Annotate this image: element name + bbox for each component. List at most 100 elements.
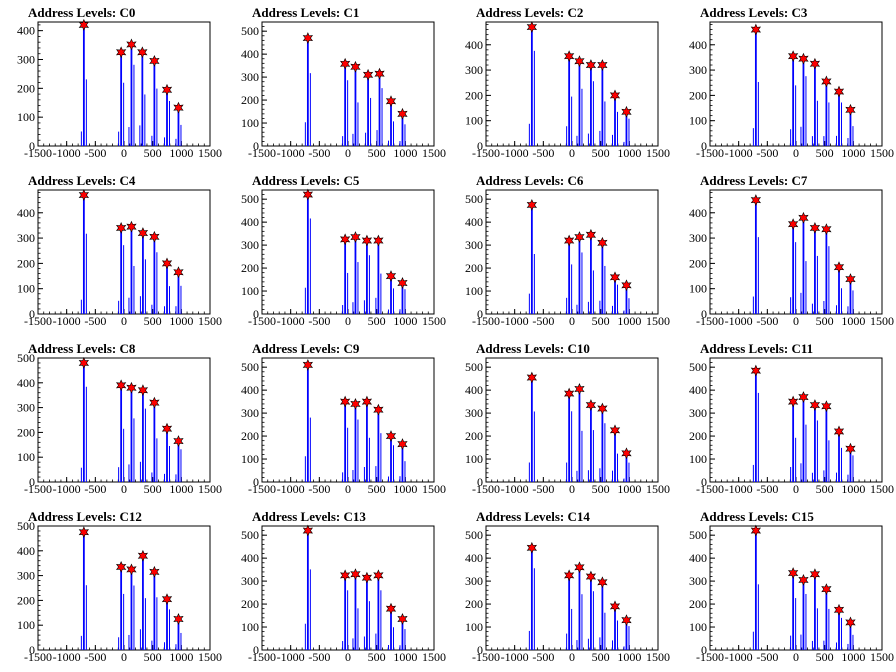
peak-marker	[385, 430, 397, 443]
peak-marker	[597, 236, 608, 249]
peak-marker	[161, 422, 173, 435]
x-tick-label: -500	[756, 146, 778, 160]
panel-title: Address Levels: C13	[252, 509, 366, 524]
x-tick-label: 1500	[422, 482, 446, 496]
x-tick-label: -1000	[501, 482, 529, 496]
y-tick-label: 0	[477, 307, 483, 321]
panel-title: Address Levels: C7	[700, 173, 808, 188]
y-tick-label: 500	[241, 192, 259, 206]
x-tick-label: 1000	[393, 650, 417, 664]
peak-marker	[161, 83, 173, 96]
x-tick-label: 500	[816, 482, 834, 496]
x-tick-label: 500	[368, 650, 386, 664]
y-tick-label: 400	[241, 383, 259, 397]
y-tick-label: 500	[689, 528, 707, 542]
panel-title: Address Levels: C14	[476, 509, 590, 524]
x-tick-label: 1500	[870, 482, 894, 496]
y-tick-label: 400	[17, 544, 35, 558]
peak-marker	[397, 277, 408, 289]
x-tick-label: -500	[532, 146, 554, 160]
peak-marker	[302, 32, 314, 45]
peak-marker	[78, 526, 90, 539]
peak-marker	[161, 257, 173, 270]
peak-marker	[350, 568, 361, 581]
y-tick-label: 200	[465, 88, 483, 102]
x-tick-label: -500	[532, 314, 554, 328]
x-tick-label: -500	[756, 650, 778, 664]
peak-marker	[833, 425, 845, 438]
x-tick-label: -500	[84, 482, 106, 496]
y-tick-label: 0	[701, 475, 707, 489]
y-tick-label: 100	[465, 452, 483, 466]
x-tick-label: 500	[592, 314, 610, 328]
x-tick-label: 1500	[198, 650, 222, 664]
y-tick-label: 100	[465, 620, 483, 634]
x-tick-label: 1500	[646, 650, 670, 664]
x-tick-label: 500	[144, 650, 162, 664]
peak-marker	[361, 571, 373, 584]
peak-marker	[833, 85, 845, 98]
peak-marker	[609, 89, 621, 102]
peak-marker	[585, 570, 597, 583]
peak-marker	[563, 234, 575, 247]
x-tick-label: 0	[121, 146, 127, 160]
peak-marker	[798, 211, 809, 224]
peak-marker	[173, 266, 184, 279]
peak-marker	[374, 67, 385, 80]
x-tick-label: 1500	[422, 146, 446, 160]
peak-marker	[809, 568, 821, 581]
peak-marker	[563, 569, 575, 582]
histogram-panel: Address Levels: C9 0 100 200 300 400 500 -1500-…	[224, 336, 448, 504]
y-tick-label: 0	[253, 307, 259, 321]
panel-title: Address Levels: C15	[700, 509, 814, 524]
y-tick-label: 100	[17, 450, 35, 464]
peak-marker	[339, 395, 351, 408]
peak-marker	[361, 395, 373, 408]
peak-marker	[821, 400, 832, 413]
x-tick-label: -500	[308, 146, 330, 160]
x-tick-label: -1000	[501, 314, 529, 328]
peak-marker	[302, 358, 314, 371]
x-tick-label: 1000	[841, 482, 865, 496]
x-tick-label: 0	[793, 482, 799, 496]
y-tick-label: 200	[689, 429, 707, 443]
y-tick-label: 300	[465, 406, 483, 420]
x-tick-label: -1500	[248, 314, 276, 328]
peak-marker	[574, 383, 585, 395]
peak-marker	[339, 569, 351, 582]
y-tick-label: 400	[465, 383, 483, 397]
peak-marker	[574, 561, 585, 574]
peak-marker	[621, 447, 632, 460]
x-tick-label: 500	[368, 482, 386, 496]
peak-marker	[350, 231, 361, 244]
y-tick-label: 400	[241, 47, 259, 61]
peak-marker	[115, 46, 127, 59]
peak-marker	[845, 273, 856, 286]
x-tick-label: 0	[569, 314, 575, 328]
peak-marker	[385, 602, 397, 615]
histogram-plot: 0 100 200 300 400 500 -1500 -1000 -500 0 500 1000 15…	[465, 189, 670, 328]
y-tick-label: 400	[689, 383, 707, 397]
histogram-plot: 0 100 200 300 400 500 -1500 -1000 -500 0 500 1000 15…	[241, 357, 446, 496]
peak-marker	[149, 565, 160, 578]
y-tick-label: 0	[477, 475, 483, 489]
x-tick-label: -500	[308, 482, 330, 496]
peak-marker	[385, 270, 397, 283]
histogram-plot: 0 100 200 300 400 -1500 -1000 -500 0 500 1000 1500	[689, 21, 894, 160]
y-tick-label: 500	[241, 528, 259, 542]
x-tick-label: -500	[532, 482, 554, 496]
peak-marker	[563, 387, 575, 400]
x-tick-label: 500	[592, 650, 610, 664]
x-tick-label: 1000	[617, 146, 641, 160]
y-tick-label: 500	[689, 360, 707, 374]
peak-marker	[78, 357, 90, 369]
peak-marker	[526, 21, 538, 34]
peak-marker	[597, 402, 608, 415]
x-tick-label: -1500	[472, 314, 500, 328]
histogram-panel: Address Levels: C15 0 100 200 300 400 500 -1500…	[672, 504, 896, 672]
y-tick-label: 300	[689, 231, 707, 245]
peak-marker	[78, 18, 90, 31]
panel-title: Address Levels: C12	[28, 509, 142, 524]
peak-marker	[798, 574, 809, 586]
y-tick-label: 200	[465, 429, 483, 443]
